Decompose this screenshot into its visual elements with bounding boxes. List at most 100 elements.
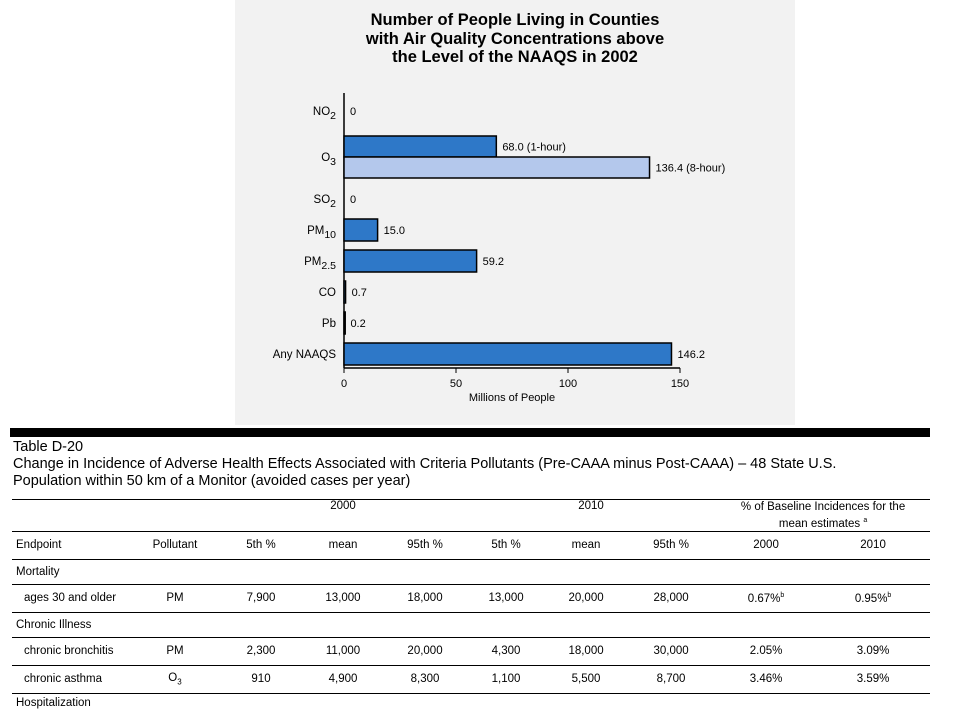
- value-cell: 18,000: [546, 637, 627, 666]
- value-cell: 20,000: [546, 584, 627, 613]
- x-tick-label: 100: [559, 378, 577, 390]
- column-header-row: Endpoint Pollutant 5th % mean 95th % 5th…: [12, 530, 931, 560]
- baseline-line-2: mean estimates: [778, 517, 861, 530]
- chart-panel: Number of People Living in Counties with…: [235, 0, 795, 425]
- table-row: chronic bronchitis PM 2,300 11,000 20,000 4,3…: [12, 637, 931, 666]
- endpoint-cell: chronic asthma: [12, 665, 130, 694]
- bar: [343, 280, 347, 304]
- value-cell: 8,700: [626, 665, 717, 694]
- value-cell: 1,100: [466, 665, 547, 694]
- x-axis-label: Millions of People: [469, 392, 555, 404]
- table-row: chronic asthma O3 910 4,900 8,300 1,100 5,500 8…: [12, 665, 931, 694]
- col-mean-2000: mean: [302, 530, 384, 560]
- footnote-marker: b: [887, 591, 892, 599]
- bar: [343, 249, 478, 273]
- bar-value-label: 59.2: [483, 256, 504, 268]
- value-cell: 28,000: [626, 584, 717, 613]
- value-cell: 20,000: [384, 637, 467, 666]
- table-number: Table D-20: [13, 439, 84, 455]
- value-cell: 0.95%b: [816, 584, 931, 613]
- data-table: 2000 2010 % of Baseline Incidences for t…: [12, 499, 931, 712]
- x-tick-label: 50: [450, 378, 462, 390]
- value-cell: 13,000: [302, 584, 384, 613]
- empty-cell: [130, 500, 220, 532]
- bar-value-label: 146.2: [677, 349, 705, 361]
- footnote-marker: b: [780, 591, 785, 599]
- bar-value-label: 0: [350, 194, 356, 206]
- chart-title: Number of People Living in Counties with…: [235, 11, 795, 67]
- value-cell: 3.09%: [816, 637, 931, 666]
- group-header-row: 2000 2010 % of Baseline Incidences for t…: [12, 499, 931, 532]
- bar: [343, 311, 346, 335]
- group-header-2000: 2000: [330, 500, 356, 512]
- col-5th-2000: 5th %: [220, 530, 302, 560]
- value-cell: 30,000: [626, 637, 717, 666]
- bar-chart: 0 50 100 150 Millions of People NO2 O3 SO2 PM10 P…: [273, 93, 726, 404]
- col-mean-2010: mean: [546, 530, 627, 560]
- category-row: Hospitalization: [12, 693, 930, 712]
- chart-title-line-3: the Level of the NAAQS in 2002: [392, 48, 638, 66]
- value-cell: 11,000: [302, 637, 384, 666]
- value-cell: 13,000: [466, 584, 547, 613]
- table-title-line-1: Change in Incidence of Adverse Health Ef…: [13, 456, 837, 472]
- bar: [343, 342, 673, 366]
- endpoint-cell: ages 30 and older: [12, 584, 130, 613]
- baseline-note: a: [863, 517, 868, 524]
- col-5th-2010: 5th %: [466, 530, 547, 560]
- col-baseline-2010: 2010: [816, 530, 931, 560]
- value-cell: 910: [220, 665, 302, 694]
- value-cell: 3.46%: [716, 665, 817, 694]
- value-cell: 5,500: [546, 665, 627, 694]
- value-cell: 7,900: [220, 584, 302, 613]
- category-label: NO2: [313, 106, 336, 122]
- category-label: CO: [319, 287, 336, 299]
- value-cell: 4,300: [466, 637, 547, 666]
- value-cell: 18,000: [384, 584, 467, 613]
- bar: [343, 218, 379, 242]
- table-title-line-2: Population within 50 km of a Monitor (av…: [13, 473, 411, 489]
- category-mortality: Mortality: [12, 559, 931, 585]
- group-header-2010: 2010: [578, 500, 604, 512]
- baseline-line-1: % of Baseline Incidences for the: [740, 501, 906, 513]
- category-label: Any NAAQS: [273, 349, 337, 361]
- col-endpoint: Endpoint: [12, 530, 130, 560]
- category-label: SO2: [314, 194, 337, 210]
- category-row: Chronic Illness: [12, 612, 931, 638]
- x-tick-label: 150: [671, 378, 689, 390]
- value-cell: 8,300: [384, 665, 467, 694]
- category-label: O3: [321, 152, 336, 168]
- col-baseline-2000: 2000: [716, 530, 817, 560]
- pollutant-cell: O3: [130, 665, 220, 694]
- empty-cell: [12, 500, 130, 532]
- category-hospitalization: Hospitalization: [16, 696, 91, 709]
- bar-value-label: 0.2: [350, 318, 365, 330]
- table-row: ages 30 and older PM 7,900 13,000 18,000 13,0…: [12, 584, 931, 613]
- bar-value-label: 0.7: [352, 287, 367, 299]
- value-cell: 3.59%: [816, 665, 931, 694]
- value-cell: 2,300: [220, 637, 302, 666]
- chart-title-line-1: Number of People Living in Counties: [370, 11, 660, 29]
- bar-value-label: 0: [350, 106, 356, 118]
- category-label: PM2.5: [304, 256, 336, 272]
- category-label: PM10: [307, 225, 336, 241]
- endpoint-cell: chronic bronchitis: [12, 637, 130, 666]
- bar-value-label: 136.4 (8-hour): [656, 163, 726, 175]
- bar-value-label: 15.0: [384, 225, 405, 237]
- col-95th-2000: 95th %: [384, 530, 467, 560]
- bar-value-label: 68.0 (1-hour): [502, 142, 566, 154]
- group-header-baseline: % of Baseline Incidences for the mean es…: [716, 500, 930, 532]
- table-top-rule: [10, 428, 930, 437]
- table-caption: Table D-20 Change in Incidence of Advers…: [13, 439, 943, 490]
- col-95th-2010: 95th %: [626, 530, 717, 560]
- bar: [343, 156, 651, 179]
- pollutant-subscript: 3: [177, 677, 182, 687]
- value-cell: 4,900: [302, 665, 384, 694]
- chart-title-line-2: with Air Quality Concentrations above: [365, 29, 665, 48]
- value-cell: 0.67%b: [716, 584, 817, 613]
- bar: [343, 135, 498, 158]
- pollutant-cell: PM: [130, 637, 220, 666]
- x-tick-label: 0: [341, 378, 347, 390]
- category-label: Pb: [322, 318, 336, 330]
- category-chronic-illness: Chronic Illness: [12, 612, 931, 638]
- pollutant-cell: PM: [130, 584, 220, 613]
